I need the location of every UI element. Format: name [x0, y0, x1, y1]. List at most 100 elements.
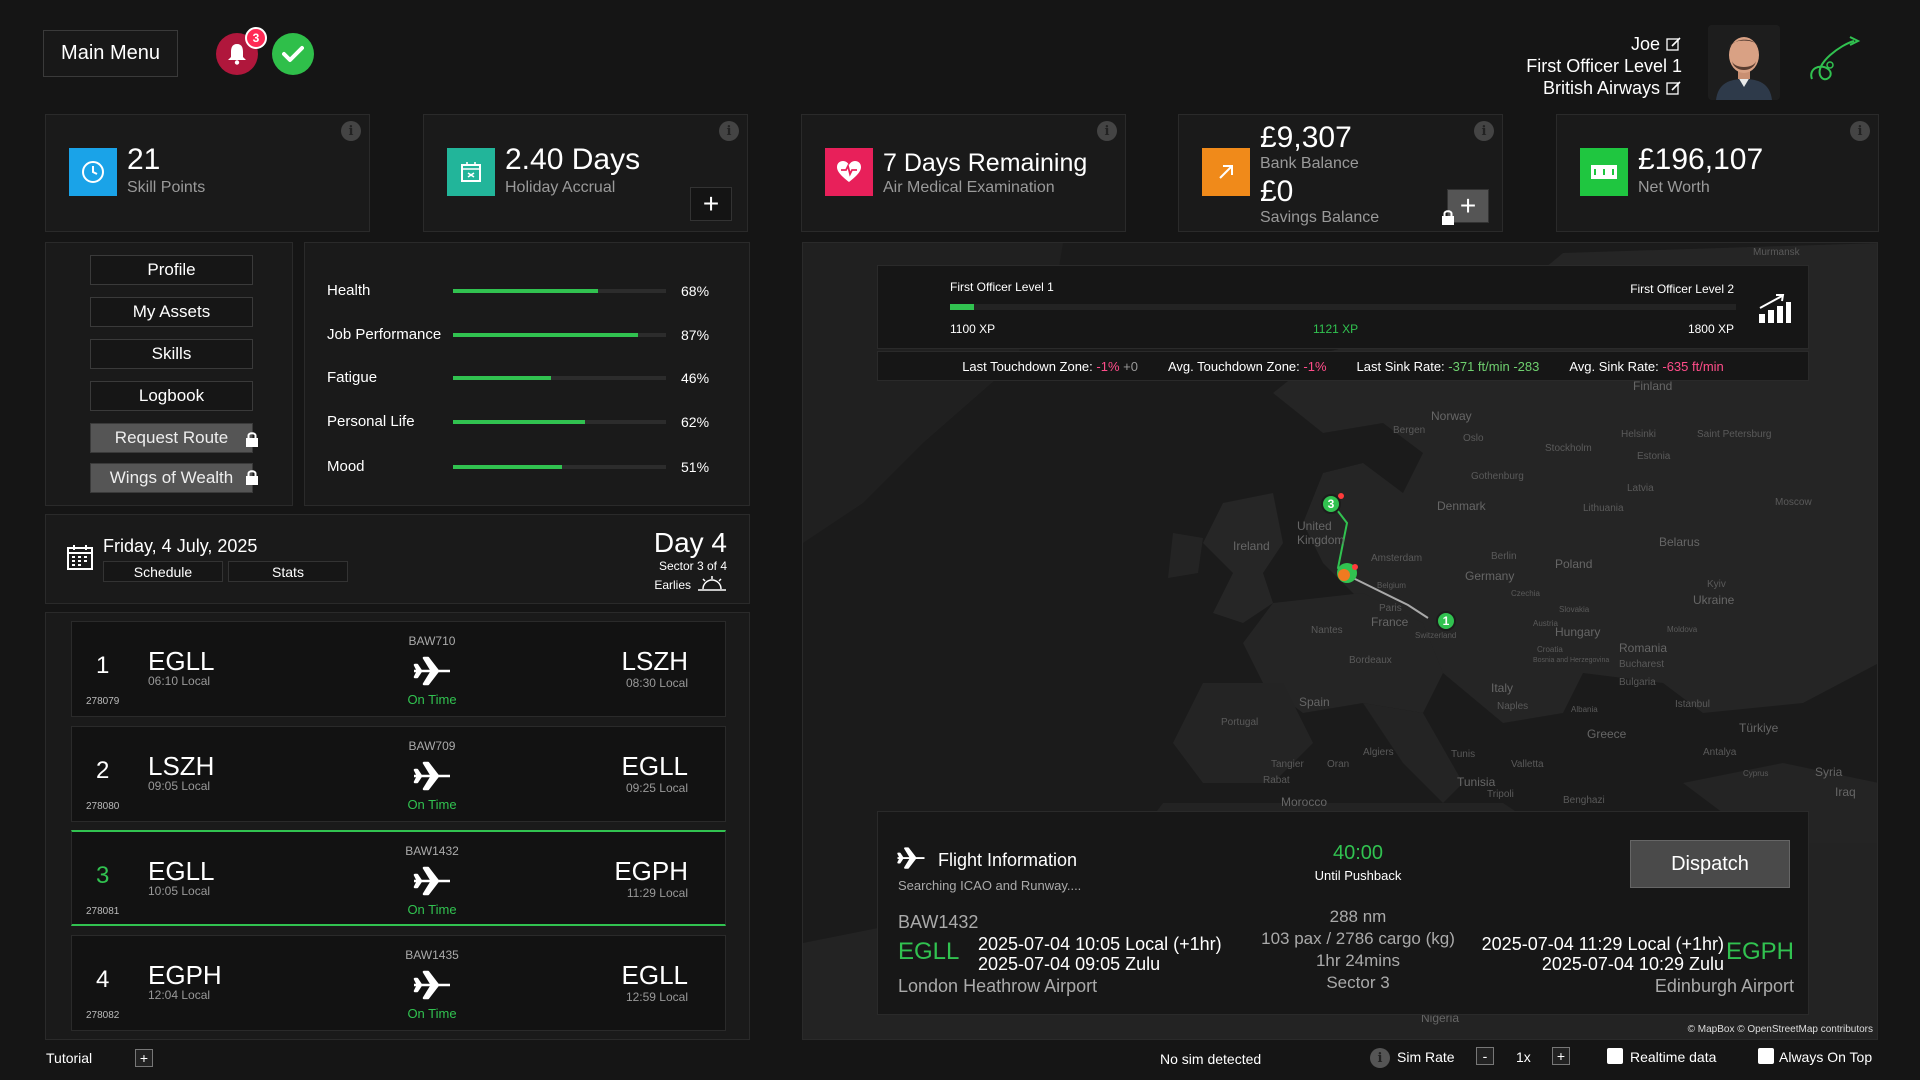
map-label: Belarus [1659, 535, 1700, 549]
departure-zulu-time: 2025-07-04 09:05 Zulu [978, 954, 1161, 974]
map-label: Tripoli [1487, 789, 1514, 800]
flight-row[interactable]: 1 278079 EGLL 06:10 Local BAW710 On Time… [71, 621, 726, 717]
last-sink-rate: Last Sink Rate: -371 ft/min -283 [1356, 358, 1540, 374]
edit-name-icon[interactable] [1666, 36, 1682, 52]
map-label: Spain [1299, 695, 1330, 709]
min-xp: 1100 XP [950, 322, 996, 336]
map-label: Albania [1571, 705, 1598, 714]
main-menu-button[interactable]: Main Menu [43, 30, 178, 77]
schedule-tab[interactable]: Schedule [103, 561, 223, 582]
flight-callsign: BAW1432 [405, 844, 459, 858]
flight-row[interactable]: 2 278080 LSZH 09:05 Local BAW709 On Time… [71, 726, 726, 822]
departure-icao: EGLL [148, 646, 215, 676]
arrival-time: 08:30 Local [625, 676, 688, 690]
sim-rate-decrease-button[interactable]: - [1476, 1047, 1494, 1065]
my-assets-button[interactable]: My Assets [90, 297, 253, 327]
tutorial-expand-button[interactable]: + [135, 1049, 153, 1067]
realtime-data-checkbox[interactable] [1607, 1048, 1623, 1064]
flight-distance: 288 nm [1329, 907, 1387, 926]
map-label: Czechia [1511, 589, 1540, 598]
stat-bar-mood [453, 465, 666, 469]
map-label: Kyiv [1707, 579, 1726, 590]
sim-connection-status: No sim detected [1160, 1051, 1262, 1067]
avatar[interactable] [1708, 25, 1780, 100]
searching-status: Searching ICAO and Runway.... [898, 878, 1082, 893]
flight-status: On Time [407, 797, 457, 812]
request-route-button[interactable]: Request Route [90, 423, 253, 453]
stat-fill [453, 289, 598, 293]
info-icon[interactable]: i [1474, 121, 1494, 141]
status-ok-button[interactable] [272, 33, 314, 75]
avg-touchdown-zone: Avg. Touchdown Zone: -1% [1167, 358, 1327, 374]
departure-icao: EGPH [148, 960, 222, 990]
flight-sector-number: 4 [96, 966, 110, 993]
lock-icon [1442, 210, 1454, 225]
add-holiday-button[interactable]: + [690, 187, 732, 221]
flight-row-active[interactable]: 3 278081 EGLL 10:05 Local BAW1432 On Tim… [71, 830, 726, 926]
map-label: Naples [1497, 701, 1529, 712]
always-on-top-checkbox[interactable] [1758, 1048, 1774, 1064]
holiday-value: 2.40 Days [505, 143, 641, 176]
edit-airline-icon[interactable] [1666, 80, 1682, 96]
map-label: Tangier [1271, 759, 1304, 770]
map-label: Antalya [1703, 747, 1737, 758]
map-label: Valletta [1511, 759, 1544, 770]
savings-label: Savings Balance [1260, 209, 1380, 226]
map-label: Ireland [1233, 539, 1270, 553]
flight-summary: 288 nm 103 pax / 2786 cargo (kg) 1hr 24m… [1238, 906, 1478, 994]
wings-of-wealth-button[interactable]: Wings of Wealth [90, 463, 253, 493]
map-label: Bosnia and Herzegovina [1533, 657, 1610, 664]
route-map[interactable]: 3 1 Murmansk Finland Norway Bergen Oslo … [802, 242, 1878, 1040]
map-label: Algiers [1363, 747, 1394, 758]
map-label: Croatia [1537, 645, 1563, 654]
info-icon[interactable]: i [719, 121, 739, 141]
stat-bar-personal-life [453, 420, 666, 424]
map-label: Bergen [1393, 425, 1426, 436]
map-label: Poland [1555, 557, 1593, 571]
map-label: Amsterdam [1371, 553, 1423, 564]
map-label: Cyprus [1743, 769, 1769, 778]
info-icon[interactable]: i [1370, 1048, 1390, 1068]
route-marker-3[interactable]: 3 [1321, 494, 1341, 514]
flight-callsign: BAW1432 [898, 912, 979, 932]
avg-sink-rate: Avg. Sink Rate: -635 ft/min [1569, 358, 1724, 374]
sim-rate-increase-button[interactable]: + [1552, 1047, 1570, 1065]
airplane-icon [897, 847, 925, 869]
info-icon[interactable]: i [1097, 121, 1117, 141]
max-xp: 1800 XP [1687, 322, 1734, 336]
flight-information-panel: Flight Information Searching ICAO and Ru… [877, 811, 1809, 1015]
map-attribution[interactable]: © MapBox © OpenStreetMap contributors [1687, 1024, 1873, 1035]
flight-row[interactable]: 4 278082 EGPH 12:04 Local BAW1435 On Tim… [71, 935, 726, 1031]
info-icon[interactable]: i [1850, 121, 1870, 141]
holiday-label: Holiday Accrual [505, 179, 616, 196]
logbook-button[interactable]: Logbook [90, 381, 253, 411]
map-label: Oslo [1463, 433, 1484, 444]
sector-progress: Sector 3 of 4 [658, 559, 727, 573]
map-label: Romania [1619, 641, 1668, 655]
clock-icon [69, 148, 117, 196]
profile-button[interactable]: Profile [90, 255, 253, 285]
map-label: Austria [1533, 619, 1558, 628]
stat-label-fatigue: Fatigue [327, 369, 378, 386]
map-label: Istanbul [1675, 699, 1711, 710]
stats-tab[interactable]: Stats [228, 561, 348, 582]
map-label: Paris [1379, 603, 1402, 614]
flight-info-title: Flight Information [938, 850, 1078, 870]
skills-button[interactable]: Skills [90, 339, 253, 369]
arrival-local-time: 2025-07-04 11:29 Local (+1hr) [1481, 934, 1724, 954]
departure-time: 06:10 Local [148, 674, 211, 688]
map-label: Greece [1587, 727, 1627, 741]
tutorial-label[interactable]: Tutorial [46, 1050, 93, 1066]
arrival-icao: EGLL [621, 960, 689, 990]
route-marker-1[interactable]: 1 [1436, 611, 1456, 631]
info-icon[interactable]: i [341, 121, 361, 141]
map-label: Portugal [1221, 717, 1259, 728]
map-label: Moldova [1667, 625, 1698, 634]
medical-label: Air Medical Examination [883, 179, 1055, 196]
arrival-airport-name: Edinburgh Airport [1654, 976, 1794, 996]
departure-time: 09:05 Local [148, 779, 211, 793]
airplane-icon [413, 970, 450, 1000]
dispatch-button[interactable]: Dispatch [1630, 840, 1790, 888]
map-label: Slovakia [1559, 605, 1590, 614]
map-label: Estonia [1637, 451, 1671, 462]
